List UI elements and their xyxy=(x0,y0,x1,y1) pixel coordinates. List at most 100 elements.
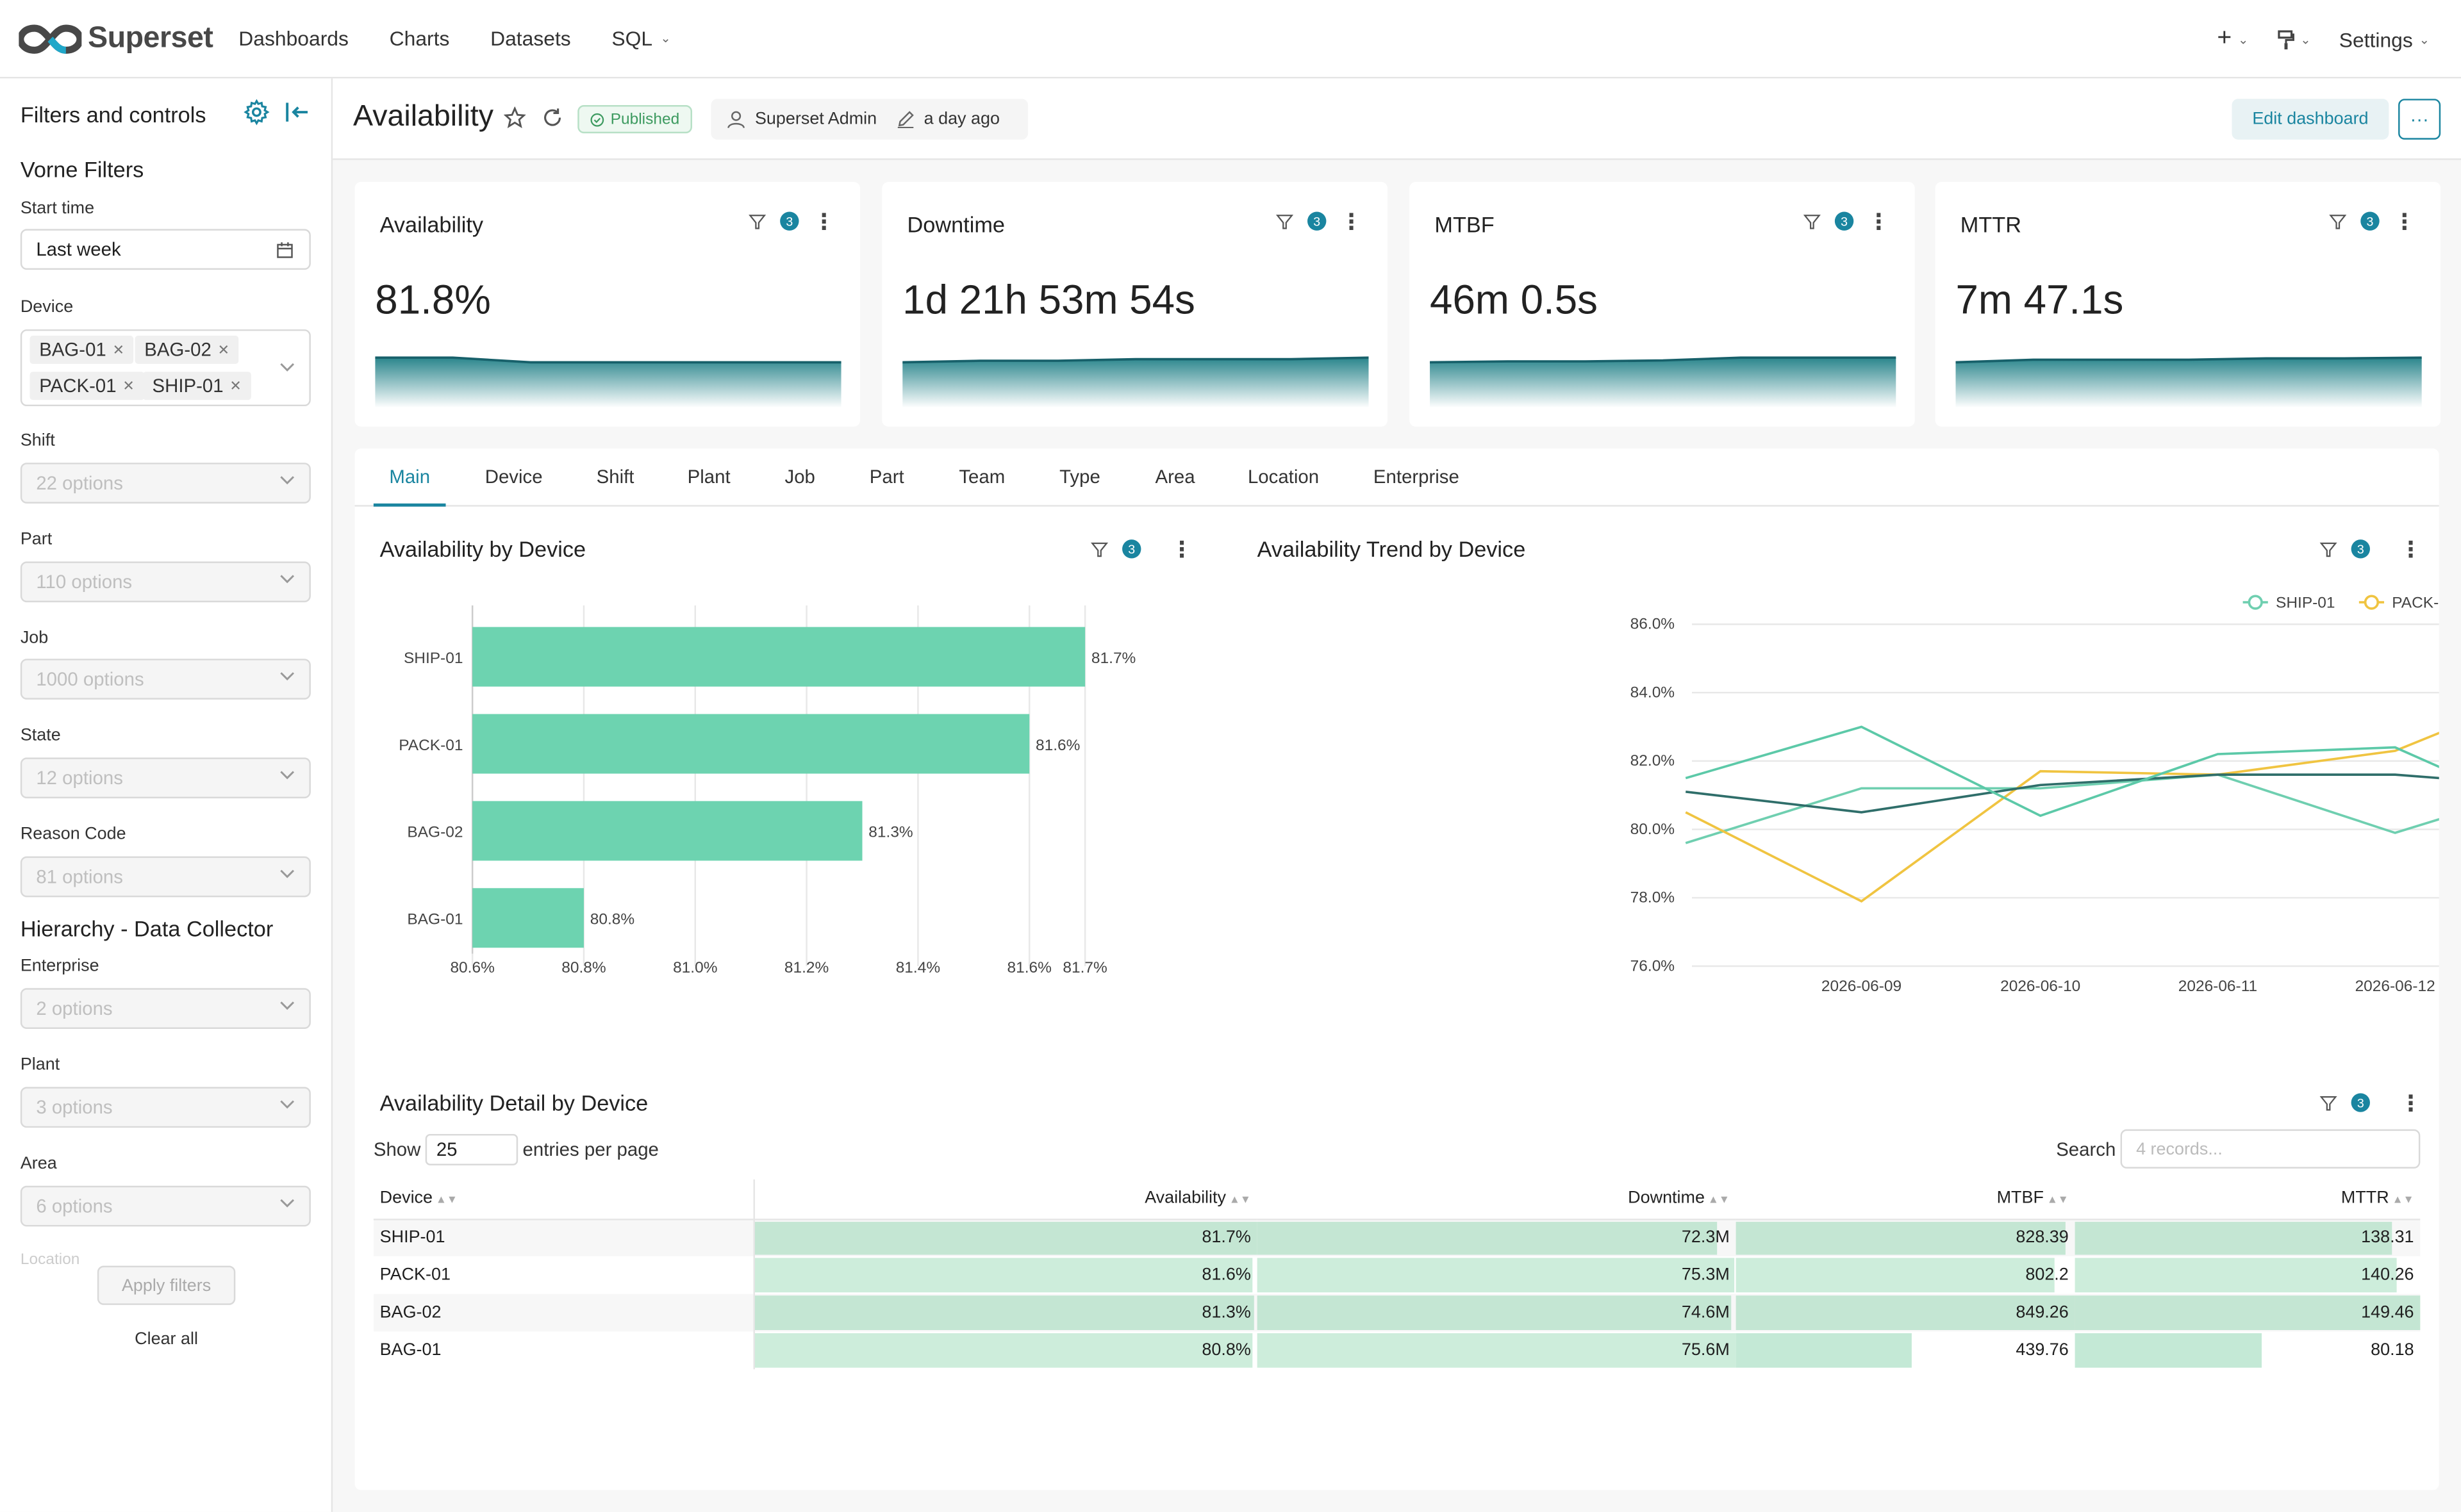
table-row[interactable]: BAG-01 80.8% 75.6M 439.76 80.18 xyxy=(373,1331,2420,1370)
theme-menu[interactable]: ⌄ xyxy=(2277,29,2311,49)
main-panel: Main Device Shift Plant Job Part Team Ty… xyxy=(354,448,2439,1490)
tab-shift[interactable]: Shift xyxy=(596,466,634,488)
series-line xyxy=(1685,732,2439,903)
job-select[interactable]: 1000 options xyxy=(20,659,311,700)
more-vertical-icon[interactable]: ⋮ xyxy=(2393,208,2416,234)
close-icon[interactable]: ✕ xyxy=(112,341,125,357)
filter-icon[interactable] xyxy=(2319,1094,2337,1112)
more-vertical-icon[interactable]: ⋮ xyxy=(1340,208,1363,234)
filter-icon[interactable] xyxy=(749,213,766,230)
nav-sql[interactable]: SQL ⌄ xyxy=(611,27,670,51)
part-select[interactable]: 110 options xyxy=(20,561,311,603)
table-row[interactable]: PACK-01 81.6% 75.3M 802.2 140.26 xyxy=(373,1256,2420,1294)
more-vertical-icon[interactable]: ⋮ xyxy=(1170,536,1193,562)
new-menu[interactable]: + ⌄ xyxy=(2217,25,2248,53)
tab-plant[interactable]: Plant xyxy=(687,466,731,488)
chevron-down-icon: ⌄ xyxy=(2300,32,2311,47)
y-tick-label: 76.0% xyxy=(1630,957,1675,974)
page-title[interactable]: Availability xyxy=(353,100,494,134)
start-time-label: Start time xyxy=(20,199,95,218)
gear-icon[interactable] xyxy=(244,99,270,126)
filter-count-badge[interactable]: 3 xyxy=(1307,211,1327,231)
column-header-availability[interactable]: Availability ▲▼ xyxy=(753,1179,1257,1220)
apply-filters-button[interactable]: Apply filters xyxy=(97,1265,236,1305)
filter-count-badge[interactable]: 3 xyxy=(780,211,799,231)
status-badge[interactable]: Published xyxy=(577,105,692,134)
tab-part[interactable]: Part xyxy=(869,466,904,488)
sidebar-title: Filters and controls xyxy=(20,102,206,127)
plus-icon: + xyxy=(2217,25,2232,52)
close-icon[interactable]: ✕ xyxy=(229,377,242,393)
cell-value: 439.76 xyxy=(2016,1341,2069,1360)
refresh-icon[interactable] xyxy=(542,106,563,128)
tab-main[interactable]: Main xyxy=(389,466,431,488)
nav-charts[interactable]: Charts xyxy=(389,26,450,51)
column-header-label: MTBF xyxy=(1996,1189,2044,1208)
user-icon xyxy=(727,111,745,129)
star-icon[interactable] xyxy=(504,106,526,129)
collapse-sidebar-icon[interactable] xyxy=(284,99,309,126)
more-vertical-icon[interactable]: ⋮ xyxy=(2399,1090,2422,1115)
more-vertical-icon[interactable]: ⋮ xyxy=(813,208,835,234)
page-size-input[interactable]: 25 xyxy=(425,1133,518,1165)
filter-label-job: Job xyxy=(20,629,49,648)
enterprise-select[interactable]: 2 options xyxy=(20,988,311,1029)
shift-select[interactable]: 22 options xyxy=(20,463,311,504)
device-tag[interactable]: BAG-01 ✕ xyxy=(29,335,134,364)
more-vertical-icon[interactable]: ⋮ xyxy=(2399,536,2422,562)
device-tag[interactable]: PACK-01 ✕ xyxy=(29,372,144,400)
close-icon[interactable]: ✕ xyxy=(217,341,230,357)
category-label: BAG-02 xyxy=(407,824,463,841)
kpi-value: 46m 0.5s xyxy=(1430,275,1598,324)
tab-job[interactable]: Job xyxy=(784,466,815,488)
clear-all-button[interactable]: Clear all xyxy=(135,1329,198,1349)
table-row[interactable]: SHIP-01 81.7% 72.3M 828.39 138.31 xyxy=(373,1219,2421,1256)
close-icon[interactable]: ✕ xyxy=(122,377,135,393)
device-tag[interactable]: SHIP-01 ✕ xyxy=(142,372,251,400)
kpi-value: 81.8% xyxy=(375,275,491,324)
filter-icon[interactable] xyxy=(1803,213,1821,230)
tab-enterprise[interactable]: Enterprise xyxy=(1373,466,1459,488)
brand[interactable]: Superset xyxy=(19,21,217,56)
filter-label-state: State xyxy=(20,726,61,745)
filter-count-badge[interactable]: 3 xyxy=(1834,211,1854,231)
table-row[interactable]: BAG-02 81.3% 74.6M 849.26 149.46 xyxy=(373,1294,2421,1332)
reason-code-select[interactable]: 81 options xyxy=(20,856,311,898)
device-select[interactable]: BAG-01 ✕ BAG-02 ✕ PACK-01 ✕ SHIP-01 ✕ xyxy=(20,329,311,407)
tab-device[interactable]: Device xyxy=(485,466,543,488)
filter-count-badge[interactable]: 3 xyxy=(2351,539,2370,559)
filter-icon[interactable] xyxy=(1091,540,1108,557)
column-header-mttr[interactable]: MTTR ▲▼ xyxy=(2075,1179,2421,1220)
settings-menu[interactable]: Settings ⌄ xyxy=(2339,28,2430,51)
chevron-down-icon: ⌄ xyxy=(660,31,671,45)
column-header-mtbf[interactable]: MTBF ▲▼ xyxy=(1736,1179,2075,1220)
filter-count-badge[interactable]: 3 xyxy=(1122,539,1141,559)
tab-type[interactable]: Type xyxy=(1059,466,1100,488)
nav-dashboards[interactable]: Dashboards xyxy=(238,26,349,51)
edit-dashboard-button[interactable]: Edit dashboard xyxy=(2232,99,2389,140)
column-header-downtime[interactable]: Downtime ▲▼ xyxy=(1257,1179,1736,1220)
y-tick-label: 78.0% xyxy=(1630,889,1675,907)
more-options-button[interactable]: ··· xyxy=(2398,99,2441,140)
more-vertical-icon[interactable]: ⋮ xyxy=(1868,208,1890,234)
search-input[interactable]: 4 records... xyxy=(2120,1129,2421,1169)
filter-icon[interactable] xyxy=(2319,540,2337,557)
filter-icon[interactable] xyxy=(2329,213,2347,230)
state-select[interactable]: 12 options xyxy=(20,757,311,799)
section-hierarchy: Hierarchy - Data Collector xyxy=(20,916,274,941)
tab-area[interactable]: Area xyxy=(1155,466,1195,488)
filter-icon[interactable] xyxy=(1276,213,1293,230)
plant-select[interactable]: 3 options xyxy=(20,1087,311,1128)
device-tag-label: PACK-01 xyxy=(39,375,117,397)
table-header-row: Device ▲▼ Availability ▲▼ Downtime ▲▼ MTBF ▲… xyxy=(373,1179,2421,1220)
filter-count-badge[interactable]: 3 xyxy=(2351,1093,2370,1112)
device-tag[interactable]: BAG-02 ✕ xyxy=(135,335,239,364)
chevron-down-icon xyxy=(280,1100,295,1109)
area-select[interactable]: 6 options xyxy=(20,1185,311,1227)
filter-count-badge[interactable]: 3 xyxy=(2360,211,2380,231)
column-header-device[interactable]: Device ▲▼ xyxy=(373,1179,754,1220)
start-time-input[interactable]: Last week xyxy=(20,229,311,270)
tab-team[interactable]: Team xyxy=(959,466,1006,488)
nav-datasets[interactable]: Datasets xyxy=(490,26,571,51)
tab-location[interactable]: Location xyxy=(1247,466,1320,488)
